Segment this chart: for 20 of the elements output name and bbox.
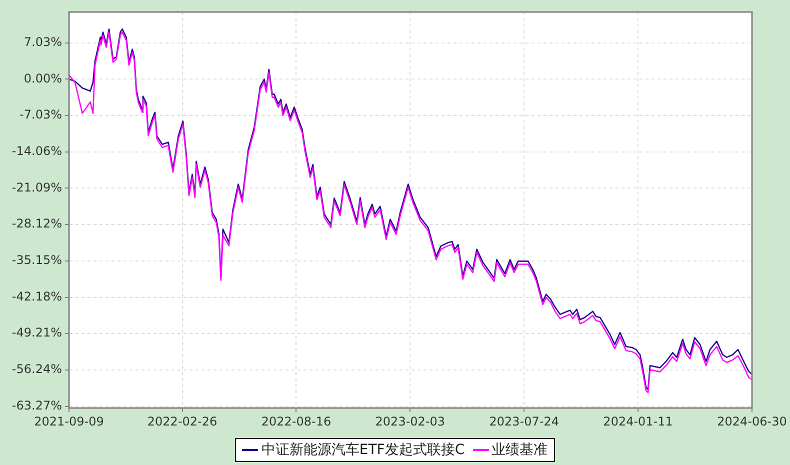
y-tick-label: -49.21%: [12, 326, 62, 340]
legend-label: 中证新能源汽车ETF发起式联接C: [261, 441, 465, 459]
y-tick-label: -56.24%: [12, 362, 62, 376]
y-tick-label: -21.09%: [12, 180, 62, 194]
y-tick-label: -7.03%: [20, 108, 62, 122]
x-tick-label: 2023-02-03: [375, 414, 446, 428]
y-tick-label: 7.03%: [24, 34, 62, 49]
y-tick-label: -63.27%: [12, 398, 62, 412]
y-tick-label: -42.18%: [12, 289, 62, 304]
y-tick-label: -35.15%: [12, 253, 62, 268]
x-tick-label: 2021-09-09: [34, 414, 104, 428]
y-tick-label: -14.06%: [12, 144, 62, 158]
x-tick-label: 2024-06-30: [717, 414, 787, 428]
x-tick-label: 2022-02-26: [147, 414, 218, 428]
x-tick-label: 2022-08-16: [261, 414, 332, 428]
x-tick-label: 2023-07-24: [489, 414, 559, 428]
legend-label: 业绩基准: [492, 441, 548, 459]
y-tick-label: 0.00%: [24, 71, 62, 86]
y-tick-label: -28.12%: [12, 216, 62, 231]
x-tick-label: 2024-01-11: [603, 414, 673, 428]
